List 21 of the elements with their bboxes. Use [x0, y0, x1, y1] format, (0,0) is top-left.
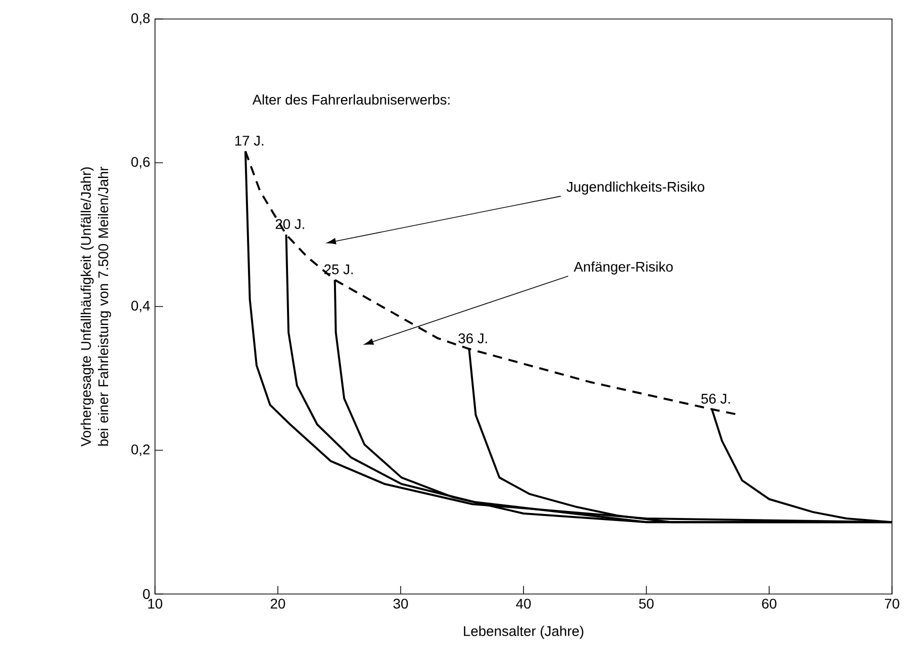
x-tick-label: 60 [762, 598, 776, 609]
y-tick-label: 0 [143, 589, 150, 599]
annotation: Jugendlichkeits-Risiko [566, 182, 704, 195]
x-tick-label: 70 [884, 598, 900, 609]
annotation: Anfänger-Risiko [574, 261, 673, 274]
x-tick-label: 10 [148, 598, 162, 609]
y-tick-label: 0,8 [131, 13, 150, 25]
annotation: 17 J. [235, 136, 264, 146]
annotation: 20 J. [276, 219, 304, 230]
annotation: Alter des Fahrerlaubniserwerbs: [252, 94, 450, 105]
y-tick-label: 0,6 [131, 156, 150, 169]
x-tick-label: 40 [516, 598, 531, 609]
x-tick-label: 20 [270, 598, 286, 609]
x-axis-title: Lebensalter (Jahre) [464, 626, 584, 639]
annotation: 36 J. [458, 333, 487, 344]
y-axis-title: Vorhergesagte Unfallhäufigkeit (Unfälle/Jahr) bei einer Fahrleistung von 7.500 Meilen/Jahr [80, 166, 112, 447]
x-tick-label: 30 [393, 598, 408, 609]
y-tick-label: 0,2 [131, 444, 150, 456]
y-tick-label: 0,4 [131, 300, 150, 312]
x-tick-label: 50 [639, 598, 654, 609]
annotation: 56 J. [701, 394, 730, 404]
